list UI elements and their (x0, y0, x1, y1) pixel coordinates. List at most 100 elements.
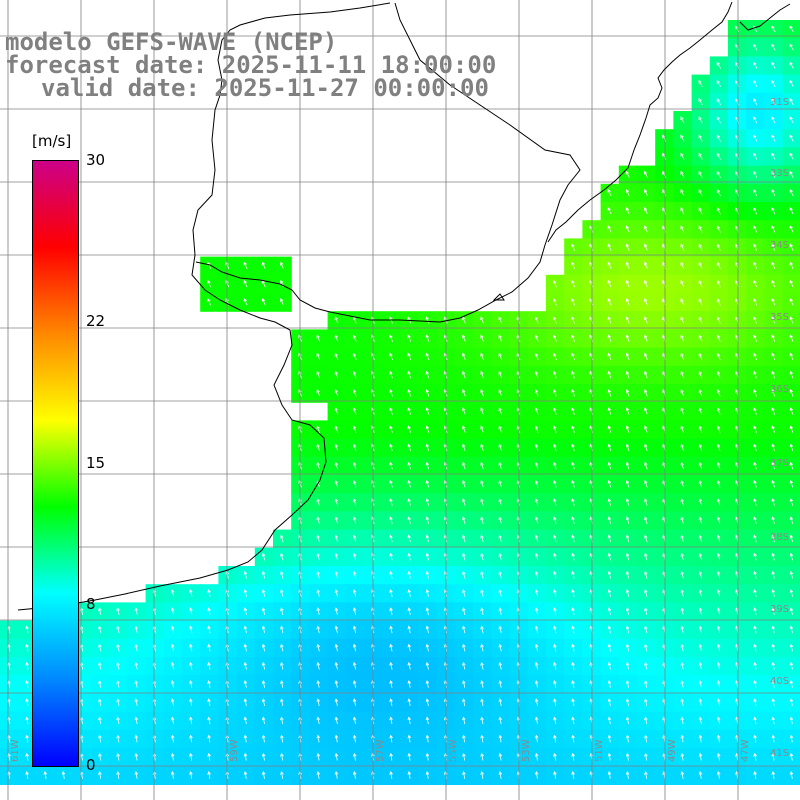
wind-arrow (462, 680, 466, 688)
wind-arrow (553, 607, 557, 615)
wind-arrow (334, 425, 339, 433)
wind-arrow (625, 425, 630, 433)
wind-arrow (534, 680, 539, 688)
wind-arrow (607, 352, 612, 361)
wind-arrow (462, 661, 466, 670)
wind-arrow (498, 734, 503, 743)
wind-arrow (571, 443, 575, 452)
wind-arrow (334, 643, 339, 652)
wind-arrow (425, 407, 430, 415)
wind-arrow (607, 498, 612, 506)
wind-arrow (389, 607, 393, 615)
wind-arrow (207, 752, 211, 761)
wind-arrow (680, 607, 684, 615)
wind-arrow (789, 461, 794, 470)
latitude-label: 31S (770, 97, 789, 108)
wind-arrow (498, 643, 502, 652)
wind-arrow (498, 552, 502, 561)
wind-speed-field (0, 20, 800, 785)
wind-arrow (243, 279, 248, 288)
wind-arrow (25, 716, 29, 725)
wind-arrow (789, 589, 794, 597)
wind-arrow (644, 570, 648, 579)
wind-arrow (116, 752, 120, 761)
wind-arrow (607, 643, 612, 652)
wind-arrow (425, 334, 430, 342)
wind-arrow (571, 425, 575, 433)
wind-arrow (789, 516, 794, 525)
wind-arrow (607, 698, 612, 706)
wind-arrow (753, 680, 757, 688)
wind-arrow (771, 425, 776, 433)
wind-arrow (480, 461, 484, 470)
wind-arrow (625, 661, 630, 670)
wind-arrow (116, 770, 120, 779)
colorbar (32, 160, 79, 767)
wind-arrow (243, 752, 248, 761)
wind-arrow (753, 152, 758, 160)
field-cell (782, 420, 800, 440)
wind-arrow (789, 698, 794, 706)
wind-arrow (680, 370, 685, 379)
wind-arrow (698, 661, 703, 670)
wind-arrow (571, 643, 575, 652)
wind-arrow (352, 643, 357, 652)
field-cell (782, 566, 800, 585)
wind-arrow (334, 661, 339, 670)
wind-arrow (280, 534, 284, 543)
wind-arrow (571, 698, 575, 706)
wind-arrow (334, 480, 339, 488)
wind-arrow (771, 698, 776, 706)
field-cell (782, 584, 800, 603)
field-cell (782, 147, 800, 167)
wind-arrow (425, 625, 430, 634)
wind-arrow (644, 225, 648, 233)
wind-arrow (480, 643, 484, 652)
wind-arrow (534, 388, 539, 397)
wind-arrow (534, 752, 539, 761)
wind-arrow (607, 316, 612, 324)
wind-arrow (680, 207, 685, 215)
wind-arrow (480, 516, 484, 525)
wind-arrow (753, 98, 758, 106)
wind-arrow (680, 134, 685, 142)
wind-arrow (334, 734, 339, 743)
wind-arrow (462, 461, 466, 470)
wind-arrow (625, 570, 630, 579)
wind-arrow (625, 207, 630, 215)
wind-arrow (25, 734, 29, 743)
wind-arrow (389, 680, 393, 688)
wind-arrow (771, 770, 776, 779)
wind-arrow (716, 589, 721, 597)
wind-arrow (425, 661, 430, 670)
wind-arrow (571, 752, 575, 761)
wind-arrow (462, 516, 466, 525)
forecast-date: forecast date: 2025-11-11 18:00:00 (5, 51, 497, 79)
wind-arrow (134, 698, 139, 706)
wind-arrow (680, 261, 685, 270)
wind-arrow (607, 734, 612, 743)
wind-arrow (753, 207, 758, 215)
wind-arrow (425, 552, 430, 561)
wind-arrow (716, 425, 721, 433)
coastline-islands (492, 3, 791, 301)
wind-arrow (352, 752, 357, 761)
wind-arrow (607, 298, 612, 306)
longitude-labels: 61W 59W 57W 55W 53W 51W 49W 47W (10, 739, 751, 762)
wind-arrow (334, 370, 339, 379)
wind-arrow (771, 498, 775, 506)
wind-arrow (789, 43, 794, 51)
wind-arrow (534, 370, 539, 379)
wind-arrow (753, 443, 757, 452)
wind-arrow (716, 443, 721, 452)
wind-arrow (753, 334, 757, 342)
wind-arrow (625, 643, 630, 652)
wind-arrow (571, 243, 576, 251)
wind-arrow (771, 443, 775, 452)
wind-arrow (789, 752, 794, 761)
wind-arrow (352, 443, 357, 452)
wind-arrow (243, 643, 248, 652)
wind-arrow (553, 643, 557, 652)
wind-arrow (389, 352, 393, 361)
wind-arrow (753, 461, 757, 470)
